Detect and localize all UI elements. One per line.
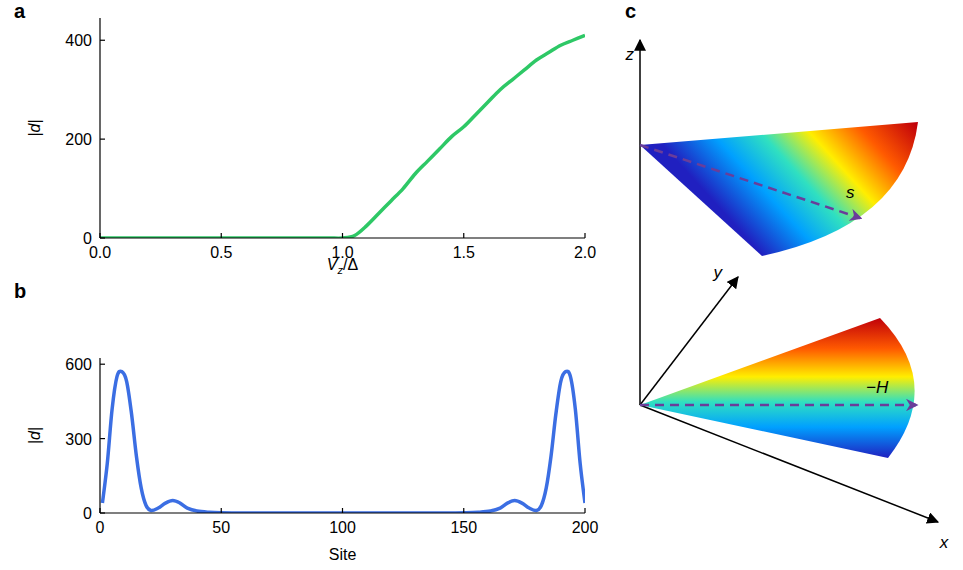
x-axis-title: Vz/Δ bbox=[327, 256, 359, 276]
panel-letter: c bbox=[625, 0, 636, 22]
cone-lower bbox=[640, 318, 915, 458]
vector-label: −H bbox=[866, 378, 889, 397]
y-tick bbox=[100, 237, 105, 238]
y-tick-label: 200 bbox=[65, 131, 92, 148]
x-axis bbox=[640, 405, 938, 522]
x-tick bbox=[463, 508, 464, 513]
y-tick-label: 0 bbox=[83, 230, 92, 247]
vector-h bbox=[640, 404, 916, 407]
x-tick-label: 1.5 bbox=[453, 244, 475, 261]
x-tick bbox=[584, 508, 585, 513]
vector-s bbox=[640, 145, 860, 218]
y-axis-title: |d| bbox=[26, 119, 43, 136]
axis-label: y bbox=[713, 263, 724, 282]
x-tick bbox=[463, 233, 464, 238]
panel-c: c z y x s −H bbox=[625, 0, 949, 552]
panel-b: b 0 50 100 150 200 0 300 600 Site |d| bbox=[14, 280, 598, 563]
data-line bbox=[102, 371, 585, 513]
x-tick bbox=[221, 508, 222, 513]
y-tick-label: 300 bbox=[65, 431, 92, 448]
y-tick-label: 400 bbox=[65, 32, 92, 49]
y-tick bbox=[100, 40, 105, 41]
y-tick bbox=[100, 364, 105, 365]
y-axis bbox=[640, 277, 738, 405]
y-tick bbox=[100, 139, 105, 140]
cone-upper bbox=[640, 122, 918, 256]
x-tick-label: 200 bbox=[572, 519, 599, 536]
x-tick-label: 2.0 bbox=[574, 244, 596, 261]
x-tick-label: 100 bbox=[329, 519, 356, 536]
x-tick bbox=[342, 233, 343, 238]
panel-a: a0.00.51.01.52.00200400Vz/Δ|d| bbox=[14, 0, 596, 276]
x-tick-label: 0.0 bbox=[89, 244, 111, 261]
x-tick-label: 0.5 bbox=[210, 244, 232, 261]
y-axis-title: |d| bbox=[26, 427, 43, 444]
x-tick bbox=[99, 508, 100, 513]
y-tick-label: 600 bbox=[65, 356, 92, 373]
axis-label: x bbox=[939, 533, 949, 552]
plot-area bbox=[100, 35, 585, 238]
text-part: Δ bbox=[348, 256, 359, 273]
text-part: | bbox=[26, 119, 43, 123]
x-tick-label: 0 bbox=[96, 519, 105, 536]
x-tick bbox=[221, 233, 222, 238]
panel-letter: b bbox=[14, 280, 26, 302]
x-tick-label: 50 bbox=[212, 519, 230, 536]
panel-letter: a bbox=[14, 0, 26, 22]
y-axis bbox=[99, 358, 100, 513]
y-axis bbox=[99, 18, 100, 238]
y-tick bbox=[100, 512, 105, 513]
x-tick bbox=[584, 233, 585, 238]
x-tick bbox=[342, 508, 343, 513]
vector-label: s bbox=[846, 183, 855, 202]
axis-label: z bbox=[625, 45, 635, 64]
plot-area bbox=[102, 371, 585, 513]
x-tick bbox=[99, 233, 100, 238]
data-line bbox=[100, 35, 585, 238]
text-part: | bbox=[26, 427, 43, 431]
figure: a0.00.51.01.52.00200400Vz/Δ|d|b050100150… bbox=[0, 0, 963, 570]
y-tick bbox=[100, 438, 105, 439]
z-axis bbox=[639, 40, 641, 405]
x-tick-label: 150 bbox=[450, 519, 477, 536]
x-axis-title: Site bbox=[329, 546, 357, 563]
y-tick-label: 0 bbox=[83, 505, 92, 522]
